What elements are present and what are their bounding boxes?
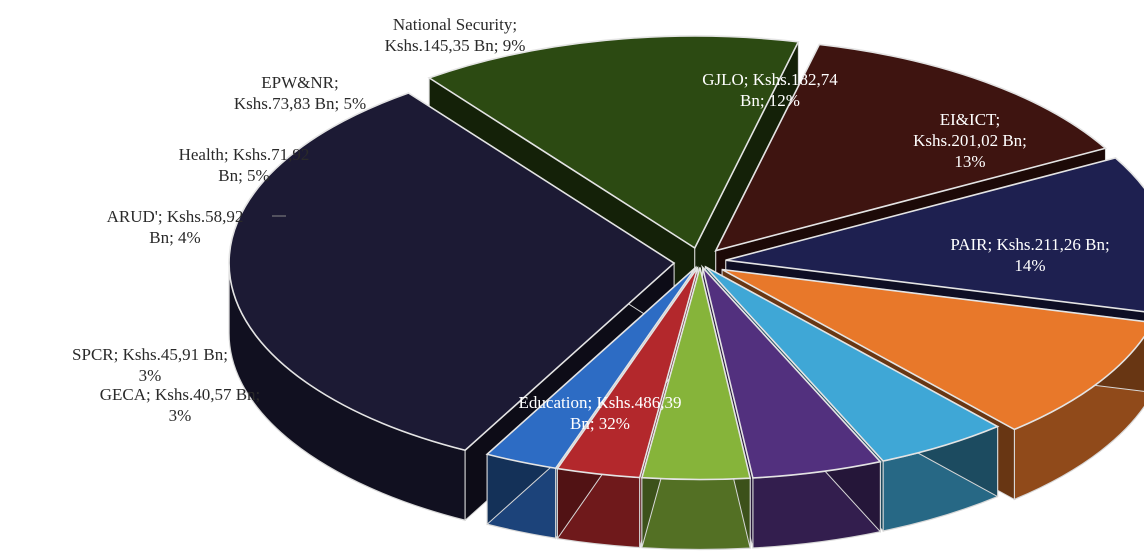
slice-arud	[640, 267, 752, 481]
slice-labels: Education; Kshs.486,39 Bn; 32% PAIR; Kshs.…	[72, 15, 1110, 433]
slice-label-health: Health; Kshs.71,92 Bn; 5%	[179, 145, 310, 185]
slice-national-security	[721, 268, 1144, 431]
slice-spcr	[556, 266, 699, 479]
slice-label-geca: GECA; Kshs.40,57 Bn; 3%	[100, 385, 261, 425]
slice-label-arud: ARUD'; Kshs.58,92 Bn; 4%	[107, 207, 244, 247]
slice-ei-ict	[714, 43, 1108, 252]
slice-tops	[228, 35, 1144, 481]
slice-health	[701, 264, 882, 479]
slice-pair	[427, 35, 800, 250]
slice-education	[228, 92, 676, 452]
slice-label-spcr: SPCR; Kshs.45,91 Bn; 3%	[72, 345, 228, 385]
slice-epw-nr	[704, 265, 1000, 462]
slice-label-epw-nr: EPW&NR; Kshs.73,83 Bn; 5%	[234, 73, 366, 113]
slice-label-pair: PAIR; Kshs.211,26 Bn; 14%	[950, 235, 1109, 275]
slice-label-education: Education; Kshs.486,39 Bn; 32%	[519, 393, 682, 433]
slice-label-ei-ict: EI&ICT; Kshs.201,02 Bn; 13%	[913, 110, 1027, 171]
slice-label-national-security: National Security; Kshs.145,35 Bn; 9%	[385, 15, 526, 55]
slice-label-gjlo: GJLO; Kshs.182,74 Bn; 12%	[702, 70, 838, 110]
slice-geca	[485, 266, 697, 470]
slice-gjlo	[725, 156, 1144, 313]
